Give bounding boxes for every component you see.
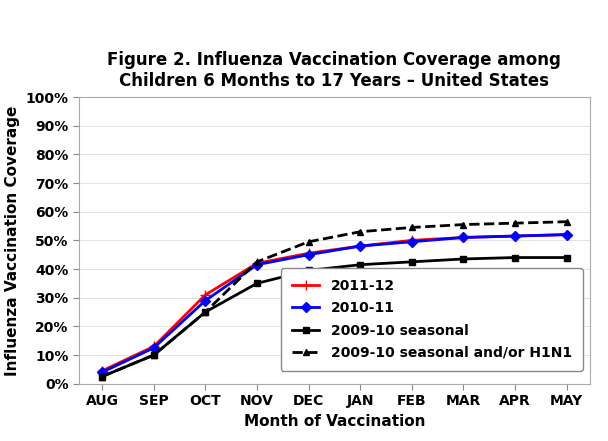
2009-10 seasonal and/or H1N1 — [305, 239, 313, 244]
2010-11 — [202, 298, 209, 303]
X-axis label: Month of Vaccination: Month of Vaccination — [244, 414, 425, 429]
2011-12 — [305, 250, 313, 256]
2009-10 seasonal and/or H1N1 — [150, 352, 157, 358]
2009-10 seasonal and/or H1N1 — [202, 310, 209, 315]
2010-11 — [254, 262, 261, 267]
2010-11 — [150, 345, 157, 351]
2009-10 seasonal — [460, 256, 467, 262]
2009-10 seasonal and/or H1N1 — [98, 374, 106, 379]
2009-10 seasonal and/or H1N1 — [408, 225, 415, 230]
2011-12 — [98, 368, 106, 374]
2009-10 seasonal and/or H1N1 — [254, 259, 261, 265]
2011-12 — [150, 344, 157, 349]
2011-12 — [511, 233, 519, 239]
2011-12 — [563, 232, 570, 237]
2011-12 — [254, 261, 261, 266]
Line: 2009-10 seasonal and/or H1N1: 2009-10 seasonal and/or H1N1 — [98, 218, 570, 380]
2009-10 seasonal and/or H1N1 — [460, 222, 467, 227]
2010-11 — [98, 370, 106, 375]
2011-12 — [408, 238, 415, 243]
2009-10 seasonal — [305, 268, 313, 273]
Title: Figure 2. Influenza Vaccination Coverage among
Children 6 Months to 17 Years – U: Figure 2. Influenza Vaccination Coverage… — [108, 51, 561, 90]
2009-10 seasonal — [150, 352, 157, 358]
2011-12 — [356, 243, 364, 249]
2010-11 — [305, 252, 313, 257]
Legend: 2011-12, 2010-11, 2009-10 seasonal, 2009-10 seasonal and/or H1N1: 2011-12, 2010-11, 2009-10 seasonal, 2009… — [280, 268, 583, 371]
2010-11 — [408, 239, 415, 244]
2011-12 — [202, 292, 209, 297]
2009-10 seasonal — [254, 280, 261, 286]
Y-axis label: Influenza Vaccination Coverage: Influenza Vaccination Coverage — [5, 105, 20, 376]
2009-10 seasonal — [356, 262, 364, 267]
2010-11 — [356, 243, 364, 249]
2011-12 — [460, 235, 467, 240]
2010-11 — [511, 233, 519, 239]
2010-11 — [563, 232, 570, 237]
2009-10 seasonal and/or H1N1 — [511, 220, 519, 226]
Line: 2011-12: 2011-12 — [97, 230, 572, 376]
2009-10 seasonal — [202, 310, 209, 315]
2009-10 seasonal — [98, 374, 106, 379]
Line: 2009-10 seasonal: 2009-10 seasonal — [98, 254, 570, 380]
2009-10 seasonal — [511, 255, 519, 260]
2009-10 seasonal and/or H1N1 — [563, 219, 570, 224]
2009-10 seasonal — [563, 255, 570, 260]
2009-10 seasonal — [408, 259, 415, 265]
Line: 2010-11: 2010-11 — [98, 231, 570, 376]
2010-11 — [460, 235, 467, 240]
2009-10 seasonal and/or H1N1 — [356, 229, 364, 234]
